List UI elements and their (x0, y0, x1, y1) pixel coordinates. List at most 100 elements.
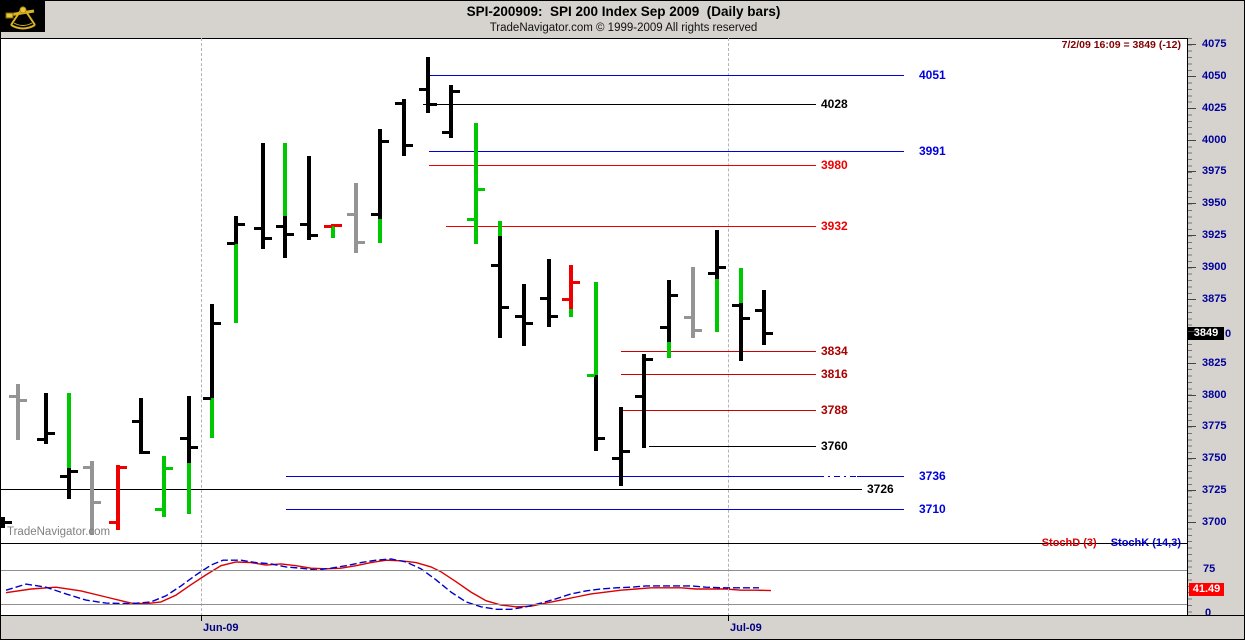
price-level-label: 3760 (821, 438, 848, 453)
close-tick (19, 398, 27, 402)
price-bar (44, 393, 48, 445)
copyright-subtitle: TradeNavigator.com © 1999-2009 All right… (489, 22, 758, 34)
axis-major-tick (1188, 490, 1196, 492)
price-bar (283, 216, 287, 259)
axis-major-tick (1188, 330, 1196, 332)
indicator-legend: StochD (3) StochK (14,3) (1, 537, 1181, 549)
close-tick (550, 314, 558, 318)
price-bar (594, 375, 598, 451)
price-bar (569, 264, 573, 310)
open-tick (612, 457, 620, 461)
open-tick (1, 517, 2, 521)
price-bar (715, 230, 719, 279)
price-bar (210, 304, 214, 399)
price-level-line (429, 74, 904, 76)
stoch-last-value-badge: 41.49 (1189, 583, 1224, 596)
close-tick (264, 236, 272, 240)
open-tick (708, 272, 716, 276)
stoch-band-line (1, 604, 1187, 605)
month-label[interactable]: Jun-09 (203, 622, 239, 634)
price-bar (667, 342, 671, 358)
close-tick (718, 266, 726, 270)
close-tick (429, 102, 437, 106)
price-bar (739, 268, 743, 303)
open-tick (635, 394, 643, 398)
price-bar (426, 56, 430, 113)
price-bar (715, 278, 719, 333)
price-level-line (621, 351, 816, 353)
open-tick (347, 212, 355, 216)
axis-major-tick (1188, 298, 1196, 300)
price-level-line (446, 226, 816, 228)
price-bar (331, 223, 335, 227)
close-tick (70, 470, 78, 473)
open-tick (9, 394, 17, 398)
time-axis[interactable]: Jun-09 Jul-09 (1, 615, 1244, 639)
month-tick (201, 616, 202, 621)
stochd-legend-label[interactable]: StochD (3) (1041, 537, 1097, 549)
price-axis[interactable]: 3849 0 75 41.49 0 4075 4050 4025 4000 3975 39… (1187, 38, 1244, 619)
price-bar (116, 464, 120, 530)
close-tick (477, 188, 485, 192)
open-tick (83, 466, 91, 470)
stoch-75-label: 75 (1203, 563, 1216, 575)
month-gridline (201, 544, 202, 616)
price-level-label: 3788 (821, 402, 848, 417)
axis-major-tick (1188, 267, 1196, 269)
axis-major-tick (1188, 426, 1196, 428)
close-tick (142, 450, 150, 454)
stochastic-panel[interactable] (1, 543, 1187, 616)
price-tick-label: 3725 (1202, 484, 1227, 497)
price-level-label: 3726 (867, 481, 894, 496)
open-tick (442, 130, 450, 134)
close-tick (765, 332, 773, 336)
close-tick (165, 467, 173, 471)
price-bar (667, 279, 671, 343)
watermark-text: TradeNavigator.com (7, 526, 111, 538)
axis-major-tick (1188, 44, 1196, 45)
axis-major-tick (1188, 235, 1196, 237)
close-tick (742, 317, 750, 321)
price-tick-label: 3700 (1202, 516, 1227, 528)
price-bar (498, 236, 502, 339)
price-level-line (1, 488, 862, 490)
price-level-label: 3710 (919, 502, 946, 517)
price-level-label: 3834 (821, 344, 848, 359)
price-tick-label: 4000 (1202, 133, 1227, 146)
close-tick (93, 500, 101, 504)
close-tick (622, 449, 630, 453)
stochk-curve (5, 558, 759, 611)
close-tick (286, 232, 294, 236)
stochd-curve (5, 559, 772, 608)
sextant-logo-icon (1, 1, 45, 32)
open-tick (254, 226, 262, 230)
price-bar (569, 309, 573, 317)
open-tick (562, 297, 570, 301)
price-tick-label: 3875 (1202, 292, 1227, 305)
price-bar (234, 216, 238, 245)
open-tick (276, 225, 284, 229)
price-tick-label: 4050 (1202, 69, 1227, 82)
close-tick (645, 357, 653, 361)
price-level-line (649, 445, 816, 447)
price-bar (354, 182, 358, 254)
stochastic-curves (5, 558, 772, 611)
axis-major-tick (1188, 139, 1196, 141)
open-tick (203, 397, 211, 401)
month-label[interactable]: Jul-09 (730, 622, 762, 634)
page-title: SPI-200909: SPI 200 Index Sep 2009 (Dail… (466, 4, 781, 19)
open-tick (755, 309, 763, 313)
price-bar (739, 302, 743, 362)
price-bar (619, 407, 623, 487)
open-tick (324, 225, 332, 229)
stochk-legend-label[interactable]: StochK (14,3) (1110, 537, 1181, 549)
price-bar (67, 393, 71, 469)
covered-tick-remnant: 0 (1225, 328, 1232, 340)
stoch-band-line (1, 570, 1187, 571)
price-bar (283, 143, 287, 217)
price-bar (474, 123, 478, 245)
price-level-line (429, 151, 904, 153)
price-level-line (621, 374, 816, 376)
price-panel[interactable]: 4051 4028 3991 3980 3932 3834 3816 3788 3760 3736… (1, 38, 1187, 543)
